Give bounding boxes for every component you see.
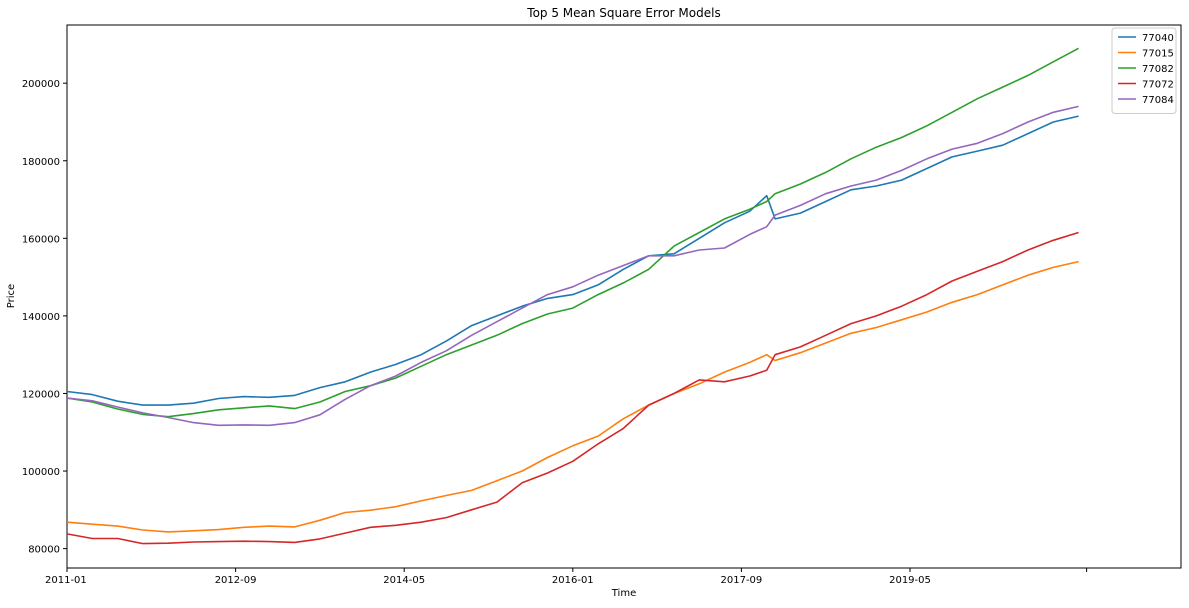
x-tick-label: 2017-09	[721, 575, 763, 586]
y-tick-label: 160000	[22, 234, 60, 245]
y-tick-label: 180000	[22, 157, 60, 168]
y-axis-label: Price	[6, 284, 17, 308]
y-tick-label: 120000	[22, 389, 60, 400]
legend-label: 77084	[1142, 95, 1174, 106]
x-axis-ticks: 2011-01 2012-09 2014-05 2016-01 2017-09 2019-…	[45, 568, 1088, 586]
x-tick-label: 2012-09	[215, 575, 257, 586]
series-lines	[66, 47, 1079, 545]
chart-title: Top 5 Mean Square Error Models	[526, 6, 720, 20]
legend-box	[1111, 27, 1177, 114]
plot-area	[66, 24, 1182, 569]
x-tick-label: 2016-01	[552, 575, 594, 586]
x-tick-label: 2014-05	[383, 575, 425, 586]
y-tick-label: 100000	[22, 467, 60, 478]
x-tick-label: 2011-01	[45, 575, 87, 586]
y-tick-label: 200000	[22, 79, 60, 90]
series-line-77084	[66, 105, 1079, 427]
y-tick-label: 140000	[22, 312, 60, 323]
series-line-77040	[66, 115, 1079, 406]
series-line-77072	[66, 231, 1079, 545]
y-axis-ticks: 80000 100000 120000 140000 160000 180000 20000…	[22, 79, 67, 556]
y-tick-label: 80000	[28, 545, 60, 556]
legend: 77040 77015 77082 77072 77084	[1111, 27, 1177, 114]
legend-label: 77040	[1142, 33, 1174, 44]
legend-label: 77015	[1142, 49, 1174, 60]
x-tick-label: 2019-05	[889, 575, 931, 586]
series-line-77015	[66, 260, 1079, 533]
legend-label: 77082	[1142, 64, 1174, 75]
axes-frame	[66, 24, 1182, 569]
x-axis-label: Time	[611, 588, 636, 599]
legend-label: 77072	[1142, 80, 1174, 91]
series-line-77082	[66, 47, 1079, 418]
